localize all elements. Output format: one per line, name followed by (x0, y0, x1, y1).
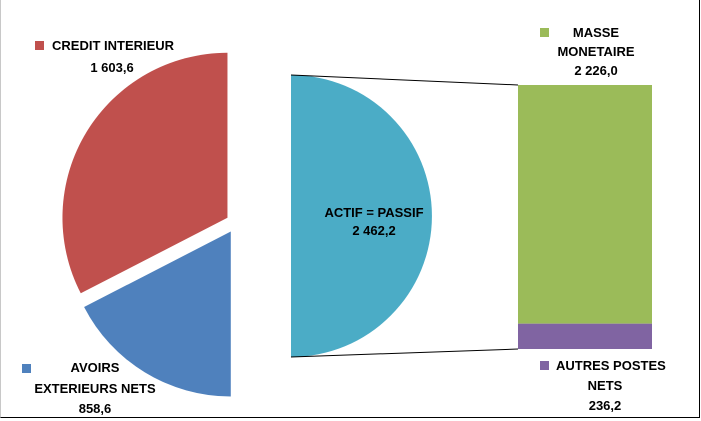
legend-marker-autres-postes (540, 361, 549, 370)
pie-slice-avoirs-exterieurs-nets (84, 231, 231, 397)
value-actif-passif: 2 462,2 (352, 223, 395, 238)
label-masse-line2: MONETAIRE (557, 44, 634, 59)
label-avoirs-line1: AVOIRS (71, 360, 120, 375)
center-half-actif-passif (291, 75, 432, 357)
value-autres-postes: 236,2 (589, 398, 622, 413)
label-autres-line2: NETS (588, 378, 623, 393)
legend-marker-avoirs (22, 364, 31, 373)
legend-marker-masse-monetaire (540, 28, 549, 37)
pie-slice-credit-interieur (62, 52, 228, 294)
value-masse-monetaire: 2 226,0 (574, 63, 617, 78)
bar-segment-autres-postes-nets (518, 323, 652, 349)
label-avoirs-line2: EXTERIEURS NETS (34, 381, 156, 396)
connector-line-top (290, 74, 519, 86)
connector-line-bottom (290, 348, 519, 358)
label-credit-interieur: CREDIT INTERIEUR (52, 38, 175, 53)
label-actif-passif: ACTIF = PASSIF (324, 205, 423, 220)
label-autres-line1: AUTRES POSTES (556, 358, 666, 373)
label-masse-line1: MASSE (573, 25, 620, 40)
value-credit-interieur: 1 603,6 (90, 60, 133, 75)
value-avoirs: 858,6 (79, 401, 112, 416)
legend-marker-credit-interieur (35, 41, 44, 50)
bar-segment-masse-monetaire (518, 85, 652, 324)
